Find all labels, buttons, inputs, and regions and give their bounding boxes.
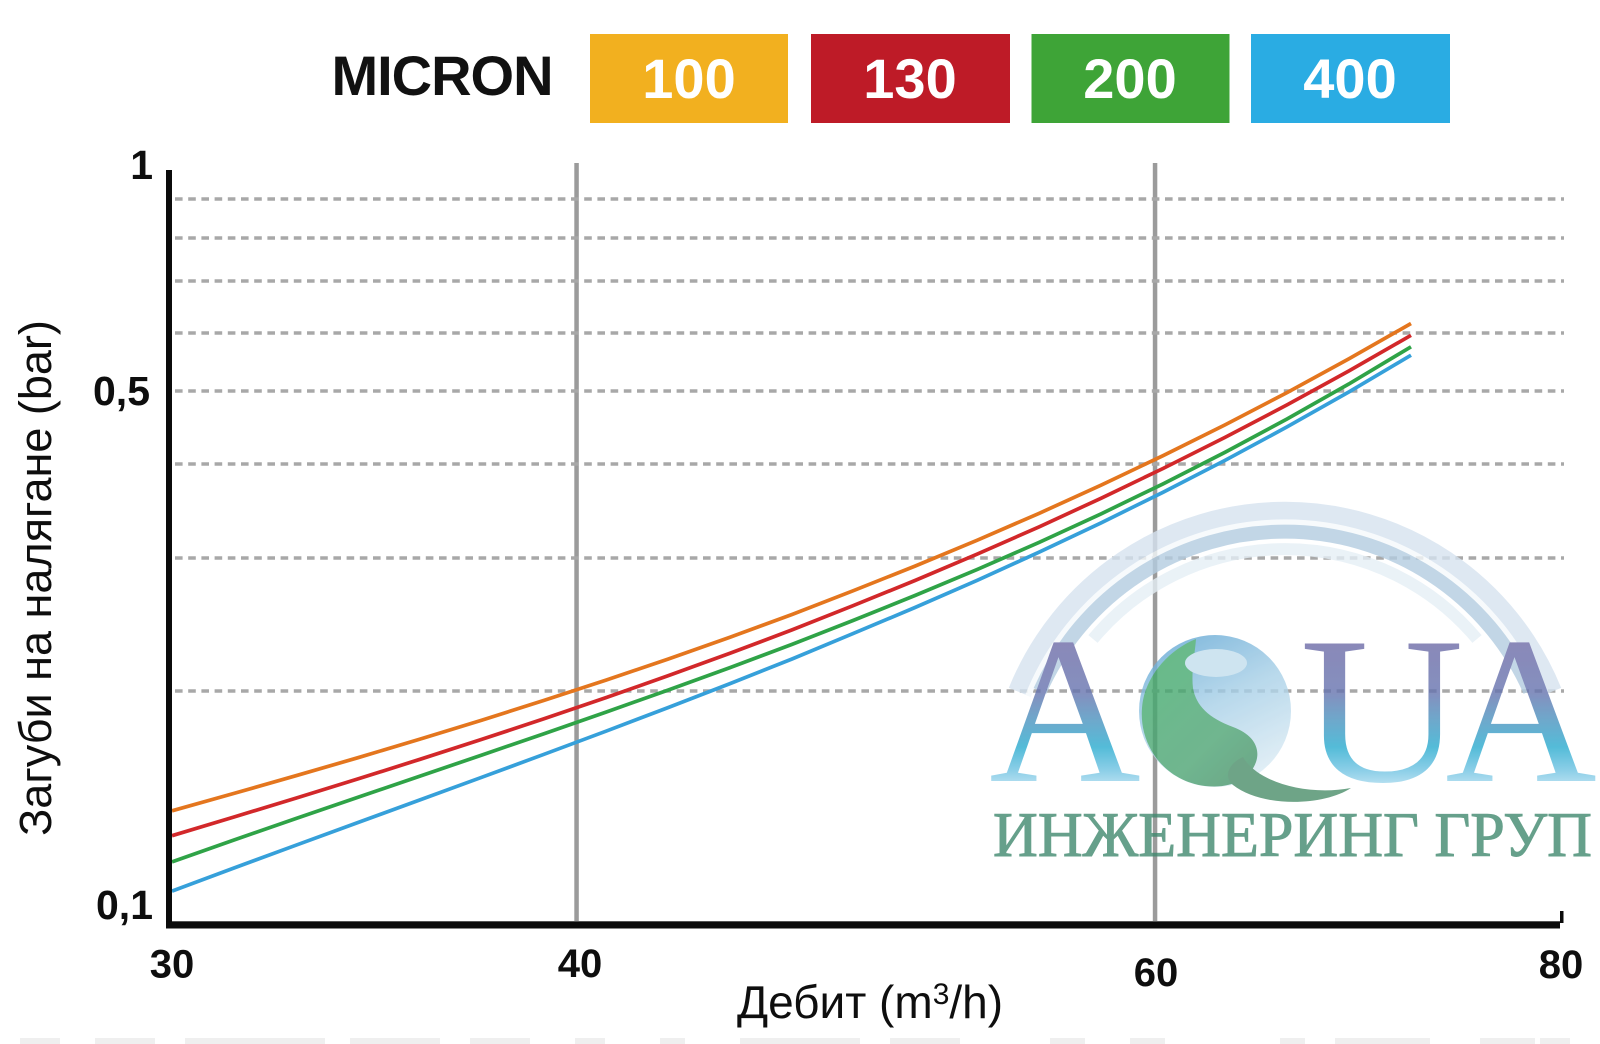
svg-text:30: 30 — [150, 943, 195, 987]
svg-text:0,1: 0,1 — [96, 882, 153, 928]
svg-text:MICRON: MICRON — [331, 44, 552, 107]
svg-text:200: 200 — [1083, 47, 1176, 110]
svg-text:A: A — [1445, 595, 1597, 827]
svg-text:ИНЖЕНЕРИНГ ГРУП: ИНЖЕНЕРИНГ ГРУП — [993, 799, 1592, 870]
svg-text:100: 100 — [642, 47, 735, 110]
svg-text:U: U — [1300, 595, 1464, 828]
svg-text:80: 80 — [1539, 943, 1584, 987]
svg-text:1: 1 — [130, 142, 153, 188]
svg-text:60: 60 — [1134, 951, 1179, 995]
svg-text:40: 40 — [558, 942, 603, 986]
svg-text:130: 130 — [863, 47, 956, 110]
svg-text:Дебит (m3/h): Дебит (m3/h) — [737, 976, 1003, 1028]
svg-text:A: A — [989, 595, 1141, 827]
svg-text:400: 400 — [1303, 47, 1396, 110]
svg-text:Загуби на налягане (bar): Загуби на налягане (bar) — [10, 320, 61, 836]
svg-text:0,5: 0,5 — [93, 368, 150, 414]
